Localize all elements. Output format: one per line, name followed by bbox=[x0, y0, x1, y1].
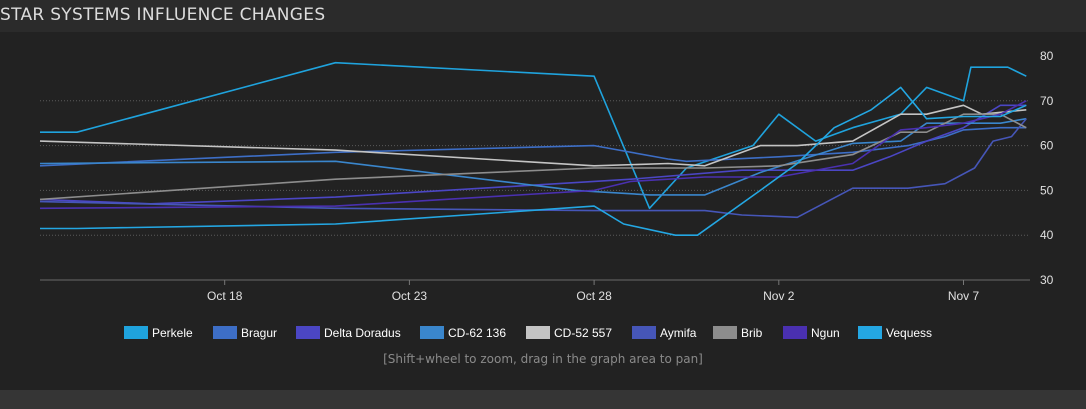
legend-label: Ngun bbox=[811, 326, 840, 340]
legend-swatch bbox=[632, 326, 656, 339]
legend-swatch bbox=[783, 326, 807, 339]
legend-swatch bbox=[296, 326, 320, 339]
legend-swatch bbox=[420, 326, 444, 339]
legend-item-perkele[interactable]: Perkele bbox=[124, 326, 193, 340]
legend-swatch bbox=[213, 326, 237, 339]
legend-label: Aymifa bbox=[660, 326, 697, 340]
title-bar: STAR SYSTEMS INFLUENCE CHANGES bbox=[0, 0, 1086, 32]
x-tick-label: Oct 28 bbox=[576, 289, 612, 303]
series-line-aymifa[interactable] bbox=[39, 118, 1027, 219]
legend-item-vequess[interactable]: Vequess bbox=[858, 326, 932, 340]
legend-label: Bragur bbox=[241, 326, 277, 340]
legend-item-aymifa[interactable]: Aymifa bbox=[632, 326, 697, 340]
y-tick-label: 40 bbox=[1040, 228, 1054, 242]
legend-label: CD-52 557 bbox=[554, 326, 612, 340]
x-tick-label: Oct 18 bbox=[207, 289, 243, 303]
series-line-vequess[interactable] bbox=[40, 86, 1027, 236]
series-lines[interactable] bbox=[39, 61, 1027, 236]
legend[interactable]: Perkele Bragur Delta Doradus CD-62 136 CD-52… bbox=[124, 326, 932, 340]
bottom-strip bbox=[0, 390, 1086, 409]
legend-swatch bbox=[713, 326, 737, 339]
y-tick-label: 70 bbox=[1040, 94, 1054, 108]
x-axis: Oct 18 Oct 23 Oct 28 Nov 2 Nov 7 bbox=[207, 280, 980, 303]
chart-canvas[interactable]: Oct 18 Oct 23 Oct 28 Nov 2 Nov 7 30 40 50 60 70 8… bbox=[0, 32, 1086, 390]
legend-label: Vequess bbox=[886, 326, 932, 340]
y-tick-label: 50 bbox=[1040, 183, 1054, 197]
y-tick-label: 60 bbox=[1040, 139, 1054, 153]
legend-item-delta-doradus[interactable]: Delta Doradus bbox=[296, 326, 401, 340]
x-tick-label: Oct 23 bbox=[392, 289, 428, 303]
series-line-cd-62-136[interactable] bbox=[39, 117, 1027, 196]
legend-label: CD-62 136 bbox=[448, 326, 506, 340]
series-line-ngun[interactable] bbox=[39, 100, 1027, 210]
series-line-perkele[interactable] bbox=[40, 61, 1027, 210]
legend-swatch bbox=[526, 326, 550, 339]
zoom-hint: [Shift+wheel to zoom, drag in the graph … bbox=[383, 352, 703, 366]
chart-title: STAR SYSTEMS INFLUENCE CHANGES bbox=[0, 5, 326, 25]
legend-label: Delta Doradus bbox=[324, 326, 401, 340]
legend-item-bragur[interactable]: Bragur bbox=[213, 326, 277, 340]
legend-swatch bbox=[124, 326, 148, 339]
y-tick-label: 30 bbox=[1040, 273, 1054, 287]
x-tick-label: Nov 7 bbox=[948, 289, 980, 303]
legend-item-brib[interactable]: Brib bbox=[713, 326, 763, 340]
series-line-brib[interactable] bbox=[39, 113, 1027, 201]
legend-label: Brib bbox=[741, 326, 763, 340]
series-line-cd-52-557[interactable] bbox=[39, 104, 1027, 167]
x-tick-label: Nov 2 bbox=[763, 289, 795, 303]
grid bbox=[40, 100, 1030, 281]
legend-label: Perkele bbox=[152, 326, 193, 340]
legend-item-cd-62-136[interactable]: CD-62 136 bbox=[420, 326, 506, 340]
y-axis: 30 40 50 60 70 80 bbox=[1040, 49, 1054, 287]
legend-swatch bbox=[858, 326, 882, 339]
y-tick-label: 80 bbox=[1040, 49, 1054, 63]
legend-item-ngun[interactable]: Ngun bbox=[783, 326, 840, 340]
legend-item-cd-52-557[interactable]: CD-52 557 bbox=[526, 326, 612, 340]
